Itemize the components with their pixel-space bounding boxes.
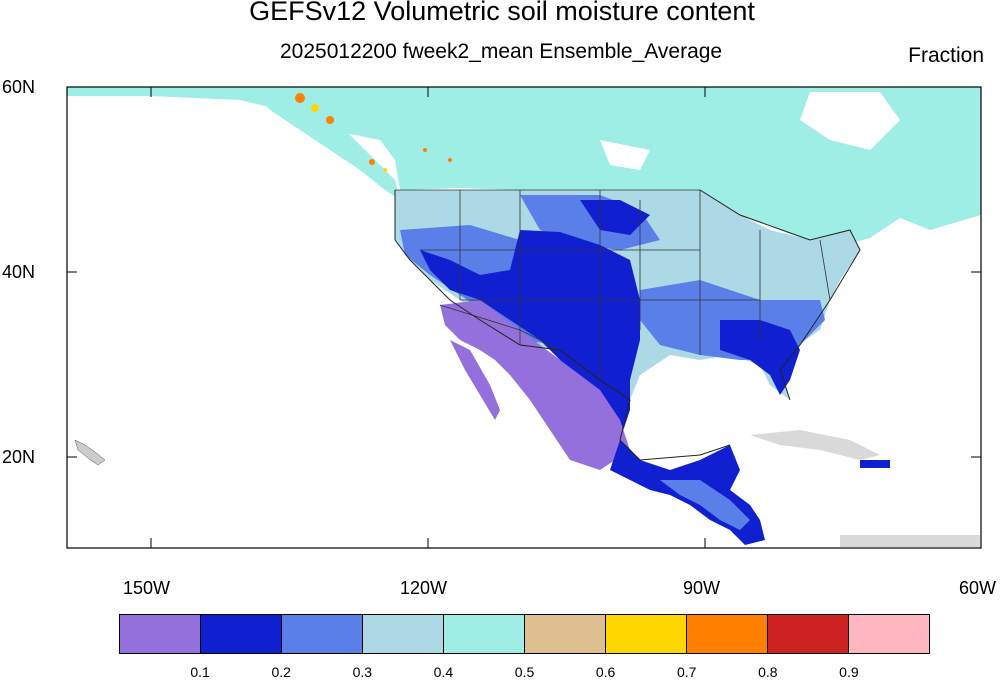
lon-label-60w: 60W [959, 578, 997, 598]
units-label: Fraction [908, 44, 984, 67]
colorbar-swatch [768, 615, 849, 653]
colorbar-label: 0.7 [676, 664, 697, 680]
colorbar-swatch [201, 615, 282, 653]
lat-label-20n: 20N [2, 447, 36, 467]
island-marks [860, 460, 890, 468]
colorbar-swatch [525, 615, 606, 653]
colorbar-swatch [120, 615, 201, 653]
map-subtitle: 2025012200 fweek2_mean Ensemble_Average [280, 40, 723, 63]
map-title: GEFSv12 Volumetric soil moisture content [249, 0, 755, 26]
canada-region [67, 87, 981, 246]
colorbar [119, 614, 930, 654]
dark-blue-upper [580, 200, 650, 235]
cuba [750, 430, 880, 460]
hawaii [74, 439, 106, 466]
lon-label-120w: 120W [400, 578, 448, 598]
colorbar-swatch [849, 615, 929, 653]
dark-blue-southeast [720, 320, 800, 395]
hudson-bay [800, 92, 900, 150]
lat-label-60n: 60N [2, 77, 36, 97]
colorbar-swatch [444, 615, 525, 653]
colorbar-swatch [363, 615, 444, 653]
mexico-dry-region [440, 300, 630, 470]
baja-california [450, 340, 500, 420]
lon-label-150w: 150W [123, 578, 171, 598]
great-lakes-area [600, 140, 650, 170]
axis-ticks [67, 86, 982, 548]
colorbar-label: 0.4 [433, 664, 454, 680]
coastlines [394, 189, 861, 461]
alaska-high-values [295, 93, 305, 103]
political-borders [395, 189, 831, 401]
colorbar-label: 0.2 [271, 664, 291, 680]
colorbar-swatch [282, 615, 363, 653]
colorbar-label: 0.5 [514, 664, 535, 680]
colorbar-label: 0.8 [758, 664, 778, 680]
colorbar-label: 0.1 [190, 664, 210, 680]
colorbar-label: 0.3 [352, 664, 373, 680]
colorbar-label: 0.6 [595, 664, 616, 680]
colorbar-label: 0.9 [839, 664, 859, 680]
colorbar-swatch [687, 615, 768, 653]
soil-moisture-map [66, 86, 982, 549]
central-america-mid [660, 480, 750, 530]
alaska-panhandle [250, 88, 400, 200]
lat-label-40n: 40N [2, 262, 36, 282]
colorbar-swatch [606, 615, 687, 653]
lon-label-90w: 90W [683, 578, 721, 598]
